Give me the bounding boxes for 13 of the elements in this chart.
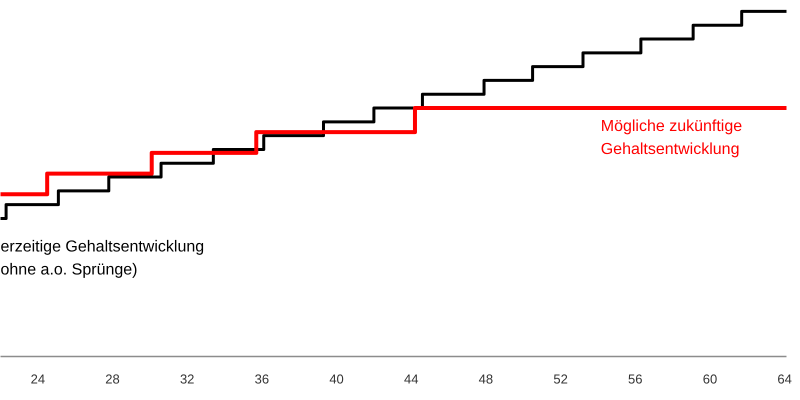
x-tick-label: 32 [180,372,194,386]
x-tick-label: 28 [105,372,120,386]
x-tick-label: 36 [254,372,270,386]
x-tick-label: 24 [30,372,46,386]
x-tick-label: 48 [478,372,494,386]
x-tick-label: 40 [329,372,344,386]
x-tick-label: 64 [777,372,792,386]
x-tick-label: 52 [553,372,568,386]
series-label: Mögliche zukünftige Gehaltsentwicklung [600,118,742,158]
x-tick-label: 56 [628,372,643,386]
x-tick-label: 60 [702,372,718,386]
x-tick-label: 44 [404,372,418,386]
series-label: erzeitige Gehaltsentwicklung ohne a.o. Sprünge) [0,238,204,278]
